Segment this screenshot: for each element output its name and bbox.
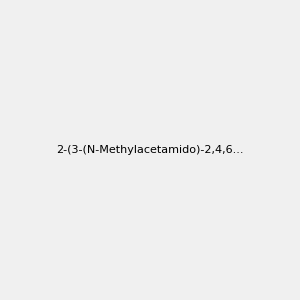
Text: 2-(3-(N-Methylacetamido)-2,4,6...: 2-(3-(N-Methylacetamido)-2,4,6... [56,145,244,155]
